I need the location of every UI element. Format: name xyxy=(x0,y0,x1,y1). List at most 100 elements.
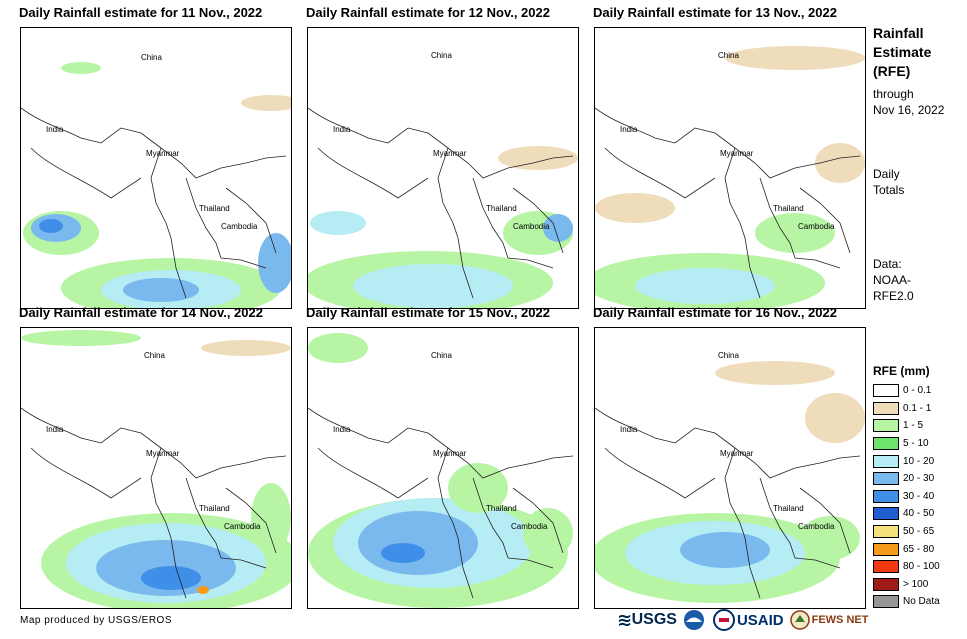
legend-item: 65 - 80 xyxy=(873,540,940,558)
legend-item: > 100 xyxy=(873,576,940,594)
rain-layer xyxy=(595,46,865,308)
legend-swatch xyxy=(873,454,899,468)
map-panel-nov12: Daily Rainfall estimate for 12 Nov., 202… xyxy=(306,5,579,309)
map-panel-nov15: Daily Rainfall estimate for 15 Nov., 202… xyxy=(306,305,579,609)
legend-swatch xyxy=(873,525,899,539)
label-myanmar: Myanmar xyxy=(720,149,754,158)
label-thailand: Thailand xyxy=(486,204,517,213)
legend-label: 20 - 30 xyxy=(903,473,935,485)
legend-label: 1 - 5 xyxy=(903,420,924,432)
label-india: India xyxy=(620,425,638,434)
border-lines xyxy=(308,407,574,599)
title-line: Rainfall xyxy=(873,25,924,41)
map-panel-nov14: Daily Rainfall estimate for 14 Nov., 202… xyxy=(19,305,292,609)
title-line: Estimate xyxy=(873,44,932,60)
label-thailand: Thailand xyxy=(773,504,804,513)
label-cambodia: Cambodia xyxy=(798,522,835,531)
totals-label: Totals xyxy=(873,183,905,197)
border-lines xyxy=(595,407,861,599)
usaid-logo: USAID xyxy=(712,606,784,634)
label-china: China xyxy=(141,53,162,62)
label-thailand: Thailand xyxy=(199,504,230,513)
label-myanmar: Myanmar xyxy=(146,449,180,458)
legend-item: 20 - 30 xyxy=(873,470,940,488)
map-frame: China India Myanmar Thailand Cambodia xyxy=(20,327,292,609)
legend-swatch xyxy=(873,437,899,451)
fewsnet-logo-text: FEWS NET xyxy=(811,614,869,626)
label-india: India xyxy=(333,425,351,434)
label-cambodia: Cambodia xyxy=(513,222,550,231)
through-label: through xyxy=(873,87,914,101)
map-panel-nov16: Daily Rainfall estimate for 16 Nov., 202… xyxy=(593,305,866,609)
rainfall-map: China India Myanmar Thailand Cambodia xyxy=(308,333,574,608)
label-myanmar: Myanmar xyxy=(146,149,180,158)
fewsnet-logo: FEWS NET xyxy=(789,606,869,634)
rain-layer xyxy=(21,330,291,608)
legend-swatch xyxy=(873,542,899,556)
legend-label: 40 - 50 xyxy=(903,508,935,520)
legend-label: 10 - 20 xyxy=(903,455,935,467)
data-label: Data: xyxy=(873,257,902,271)
panel-title: Daily Rainfall estimate for 16 Nov., 202… xyxy=(593,305,837,320)
rainfall-map: China India Myanmar Thailand Cambodia xyxy=(308,51,578,308)
legend-item: 80 - 100 xyxy=(873,558,940,576)
legend-item: 50 - 65 xyxy=(873,523,940,541)
label-india: India xyxy=(620,125,638,134)
label-myanmar: Myanmar xyxy=(720,449,754,458)
legend-swatch xyxy=(873,472,899,486)
rain-layer xyxy=(23,62,291,308)
credit-text: Map produced by USGS/EROS xyxy=(20,615,173,626)
legend-swatch xyxy=(873,507,899,521)
legend-swatch xyxy=(873,595,899,609)
legend-label: 5 - 10 xyxy=(903,438,929,450)
rainfall-map: China India Myanmar Thailand Cambodia xyxy=(21,53,291,308)
legend-swatch xyxy=(873,560,899,574)
legend-title: RFE (mm) xyxy=(873,364,930,378)
label-thailand: Thailand xyxy=(199,204,230,213)
label-thailand: Thailand xyxy=(773,204,804,213)
map-frame: China India Myanmar Thailand Cambodia xyxy=(594,27,866,309)
legend-swatch xyxy=(873,419,899,433)
legend-swatch xyxy=(873,489,899,503)
panel-title: Daily Rainfall estimate for 12 Nov., 202… xyxy=(306,5,550,20)
legend-label: 80 - 100 xyxy=(903,561,940,573)
label-cambodia: Cambodia xyxy=(511,522,548,531)
label-china: China xyxy=(718,51,739,60)
panel-title: Daily Rainfall estimate for 14 Nov., 202… xyxy=(19,305,263,320)
legend-label: 0 - 0.1 xyxy=(903,385,932,397)
legend-item: 0.1 - 1 xyxy=(873,400,940,418)
panel-title: Daily Rainfall estimate for 11 Nov., 202… xyxy=(19,5,263,20)
legend-item: 40 - 50 xyxy=(873,505,940,523)
noaa-logo xyxy=(683,606,705,634)
legend-item: 5 - 10 xyxy=(873,435,940,453)
label-myanmar: Myanmar xyxy=(433,449,467,458)
map-frame: China India Myanmar Thailand Cambodia xyxy=(307,327,579,609)
label-india: India xyxy=(46,125,64,134)
label-china: China xyxy=(144,351,165,360)
legend-swatch xyxy=(873,577,899,591)
label-thailand: Thailand xyxy=(486,504,517,513)
legend-label: 0.1 - 1 xyxy=(903,402,932,414)
legend-item: 10 - 20 xyxy=(873,452,940,470)
legend-item: 1 - 5 xyxy=(873,417,940,435)
legend-item: 30 - 40 xyxy=(873,488,940,506)
map-frame: China India Myanmar Thailand Cambodia xyxy=(307,27,579,309)
map-frame: China India Myanmar Thailand Cambodia xyxy=(20,27,292,309)
usgs-logo-text: USGS xyxy=(631,611,677,628)
map-panel-nov13: Daily Rainfall estimate for 13 Nov., 202… xyxy=(593,5,866,309)
usaid-logo-text: USAID xyxy=(736,611,784,629)
label-cambodia: Cambodia xyxy=(798,222,835,231)
legend-label: 30 - 40 xyxy=(903,490,935,502)
panel-title: Daily Rainfall estimate for 15 Nov., 202… xyxy=(306,305,550,320)
legend-swatch xyxy=(873,401,899,415)
panel-title: Daily Rainfall estimate for 13 Nov., 202… xyxy=(593,5,837,20)
legend-item: No Data xyxy=(873,593,940,611)
daily-label: Daily xyxy=(873,167,900,181)
label-cambodia: Cambodia xyxy=(224,522,261,531)
label-china: China xyxy=(431,351,452,360)
label-china: China xyxy=(431,51,452,60)
label-cambodia: Cambodia xyxy=(221,222,258,231)
label-china: China xyxy=(718,351,739,360)
border-lines xyxy=(595,107,861,299)
label-myanmar: Myanmar xyxy=(433,149,467,158)
